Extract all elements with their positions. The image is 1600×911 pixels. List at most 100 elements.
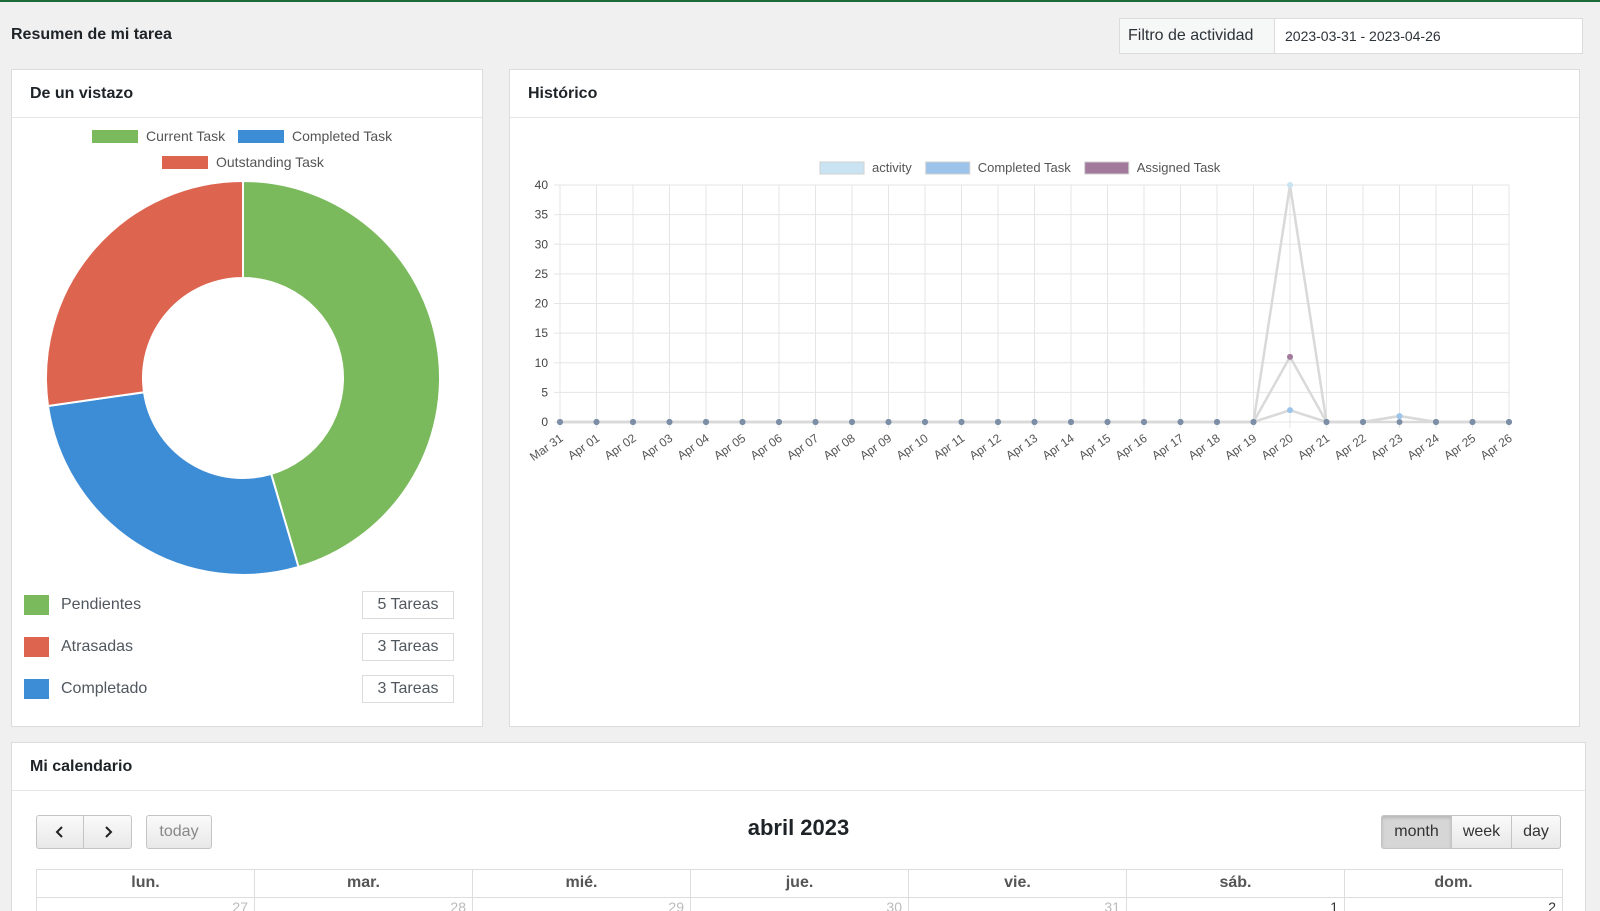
series-point[interactable] <box>557 419 563 425</box>
next-month-button[interactable] <box>84 815 132 849</box>
weekday-header: lun. <box>37 870 255 897</box>
x-tick-label: Apr 10 <box>894 431 931 463</box>
x-tick-label: Apr 01 <box>565 431 602 463</box>
series-point[interactable] <box>1068 419 1074 425</box>
series-point[interactable] <box>1469 419 1476 425</box>
day-cell[interactable]: 30 <box>691 896 909 911</box>
calendar-title: Mi calendario <box>12 743 1585 791</box>
series-point[interactable] <box>703 419 709 425</box>
donut-slice[interactable] <box>46 391 300 576</box>
activity-filter[interactable]: Filtro de actividad 2023-03-31 - 2023-04… <box>1119 18 1583 54</box>
legend-item-current[interactable]: Current Task <box>92 128 225 144</box>
series-point[interactable] <box>885 419 892 425</box>
x-tick-label: Apr 09 <box>857 431 894 463</box>
day-cell[interactable]: 1 <box>1127 896 1345 911</box>
legend-item-completed[interactable]: Completed Task <box>238 128 392 144</box>
x-tick-label: Apr 14 <box>1040 431 1077 463</box>
stat-pendientes: Pendientes 5 Tareas <box>24 591 454 619</box>
day-cell[interactable]: 29 <box>473 896 691 911</box>
view-week-button[interactable]: week <box>1452 815 1512 849</box>
calendar-month-label: abril 2023 <box>747 815 850 840</box>
x-tick-label: Mar 31 <box>527 431 566 464</box>
y-tick-label: 40 <box>535 178 549 192</box>
calendar-nav: today <box>36 815 212 849</box>
x-tick-label: Apr 21 <box>1295 431 1332 463</box>
legend-label[interactable]: activity <box>872 160 912 175</box>
series-point[interactable] <box>593 419 600 425</box>
legend-label[interactable]: Completed Task <box>978 160 1071 175</box>
series-point[interactable] <box>1360 419 1366 425</box>
series-point[interactable] <box>1433 419 1439 425</box>
stat-label: Atrasadas <box>61 638 134 655</box>
series-point[interactable] <box>995 419 1001 425</box>
y-tick-label: 30 <box>535 237 549 251</box>
y-tick-label: 25 <box>535 267 549 281</box>
series-point[interactable] <box>666 419 673 425</box>
activity-filter-label: Filtro de actividad <box>1120 19 1275 53</box>
calendar-weekday-header: lun. mar. mié. jue. vie. sáb. dom. <box>36 869 1563 898</box>
day-cell[interactable]: 27 <box>37 896 255 911</box>
y-tick-label: 15 <box>535 326 549 340</box>
stat-label: Completado <box>61 680 148 697</box>
day-cell[interactable]: 28 <box>255 896 473 911</box>
today-button[interactable]: today <box>146 815 212 849</box>
donut-slice[interactable] <box>242 179 441 569</box>
day-cell[interactable]: 31 <box>909 896 1127 911</box>
x-tick-label: Apr 20 <box>1259 431 1296 463</box>
x-tick-label: Apr 12 <box>967 431 1004 463</box>
x-tick-label: Apr 13 <box>1003 431 1040 463</box>
y-tick-label: 35 <box>535 208 549 222</box>
stat-swatch <box>24 595 49 615</box>
series-point[interactable] <box>958 419 965 425</box>
x-tick-label: Apr 25 <box>1441 431 1478 463</box>
series-point[interactable] <box>1287 353 1293 360</box>
series-point[interactable] <box>1214 419 1220 425</box>
legend-swatch <box>925 161 971 175</box>
stat-swatch <box>24 637 49 657</box>
view-month-button[interactable]: month <box>1381 815 1452 849</box>
chevron-right-icon <box>104 826 112 838</box>
series-point[interactable] <box>739 419 746 425</box>
series-point[interactable] <box>1104 419 1111 425</box>
series-point[interactable] <box>1287 407 1293 414</box>
donut-slice[interactable] <box>45 179 244 408</box>
legend-swatch <box>238 129 284 143</box>
series-point[interactable] <box>630 419 636 425</box>
legend-swatch <box>92 129 138 143</box>
x-tick-label: Apr 15 <box>1076 431 1113 463</box>
calendar-panel: Mi calendario today abril 2023 month wee… <box>11 742 1586 911</box>
legend-label[interactable]: Assigned Task <box>1137 160 1221 175</box>
x-tick-label: Apr 07 <box>784 431 821 463</box>
series-point[interactable] <box>1031 419 1038 425</box>
weekday-header: mié. <box>473 870 691 897</box>
series-point[interactable] <box>812 419 819 425</box>
series-point[interactable] <box>1323 419 1330 425</box>
weekday-header: dom. <box>1434 874 1473 891</box>
series-point[interactable] <box>1141 419 1147 425</box>
prev-month-button[interactable] <box>36 815 84 849</box>
date-range-input[interactable]: 2023-03-31 - 2023-04-26 <box>1285 28 1441 44</box>
stat-count: 5 Tareas <box>362 591 454 619</box>
series-point[interactable] <box>849 419 855 425</box>
weekday-header: sáb. <box>1127 870 1345 897</box>
view-day-button[interactable]: day <box>1512 815 1561 849</box>
legend-item-outstanding[interactable]: Outstanding Task <box>162 154 324 170</box>
series-point[interactable] <box>1506 419 1512 425</box>
legend-swatch <box>162 155 208 169</box>
x-tick-label: Apr 11 <box>931 431 968 462</box>
series-point[interactable] <box>1250 419 1257 425</box>
series-point[interactable] <box>1396 419 1403 425</box>
x-tick-label: Apr 26 <box>1478 431 1515 463</box>
series-point[interactable] <box>776 419 782 425</box>
day-cell[interactable]: 2 <box>1345 896 1563 911</box>
series-point[interactable] <box>922 419 928 425</box>
x-tick-label: Apr 04 <box>675 431 712 463</box>
x-tick-label: Apr 17 <box>1149 431 1186 463</box>
history-line-chart: 0 5 10 15 20 25 30 35 40 Mar 31 Apr 01 Apr 02 Apr 03… <box>527 160 1515 464</box>
series-point[interactable] <box>1396 413 1403 420</box>
stat-count: 3 Tareas <box>362 633 454 661</box>
calendar-view-switcher: month week day <box>1381 815 1561 849</box>
legend-label: Completed Task <box>292 128 393 144</box>
series-point[interactable] <box>1177 419 1184 425</box>
series-point[interactable] <box>1287 182 1293 188</box>
